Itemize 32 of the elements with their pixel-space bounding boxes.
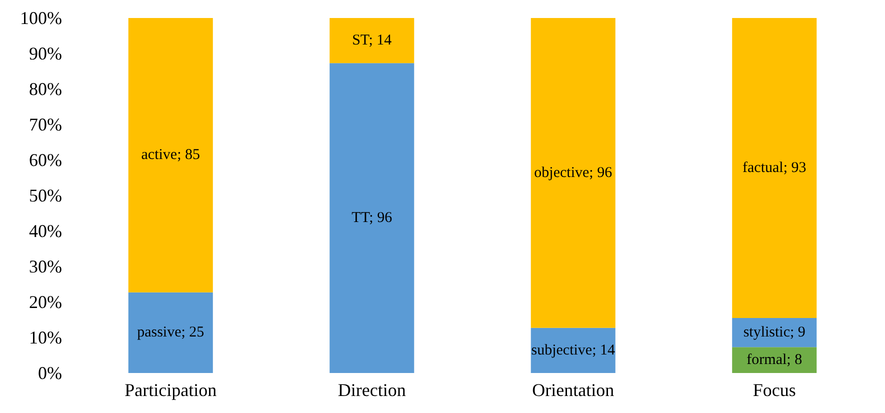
x-tick-label: Focus bbox=[752, 380, 796, 400]
x-tick-label: Orientation bbox=[532, 380, 614, 400]
y-tick-label: 80% bbox=[29, 79, 62, 99]
y-tick-label: 10% bbox=[29, 328, 62, 348]
y-tick-label: 90% bbox=[29, 44, 62, 64]
bar bbox=[330, 18, 414, 64]
annotation: formal; 8 bbox=[746, 352, 802, 368]
bar bbox=[732, 347, 817, 373]
bar bbox=[732, 18, 817, 318]
y-tick-label: 30% bbox=[29, 256, 62, 276]
annotation: objective; 96 bbox=[534, 164, 613, 181]
annotation: stylistic; 9 bbox=[743, 324, 806, 341]
annotation: factual; 93 bbox=[742, 160, 806, 176]
y-tick-label: 40% bbox=[29, 221, 62, 241]
annotation: TT; 96 bbox=[352, 210, 393, 226]
y-tick-label: 100% bbox=[20, 8, 62, 28]
bar bbox=[530, 18, 616, 328]
x-tick-label: Participation bbox=[124, 380, 217, 400]
bar bbox=[530, 328, 616, 373]
annotation: ST; 14 bbox=[352, 32, 392, 49]
annotation: passive; 25 bbox=[137, 324, 204, 341]
annotation: active; 85 bbox=[141, 147, 200, 164]
x-tick-label: Direction bbox=[338, 380, 406, 400]
annotation: subjective; 14 bbox=[531, 342, 616, 358]
y-tick-label: 50% bbox=[29, 186, 62, 206]
bar bbox=[128, 18, 213, 292]
y-tick-label: 0% bbox=[38, 363, 62, 383]
y-tick-label: 60% bbox=[29, 150, 62, 170]
bar bbox=[128, 292, 213, 373]
bar bbox=[330, 63, 414, 373]
y-tick-label: 70% bbox=[29, 114, 62, 134]
y-tick-label: 20% bbox=[29, 292, 62, 312]
